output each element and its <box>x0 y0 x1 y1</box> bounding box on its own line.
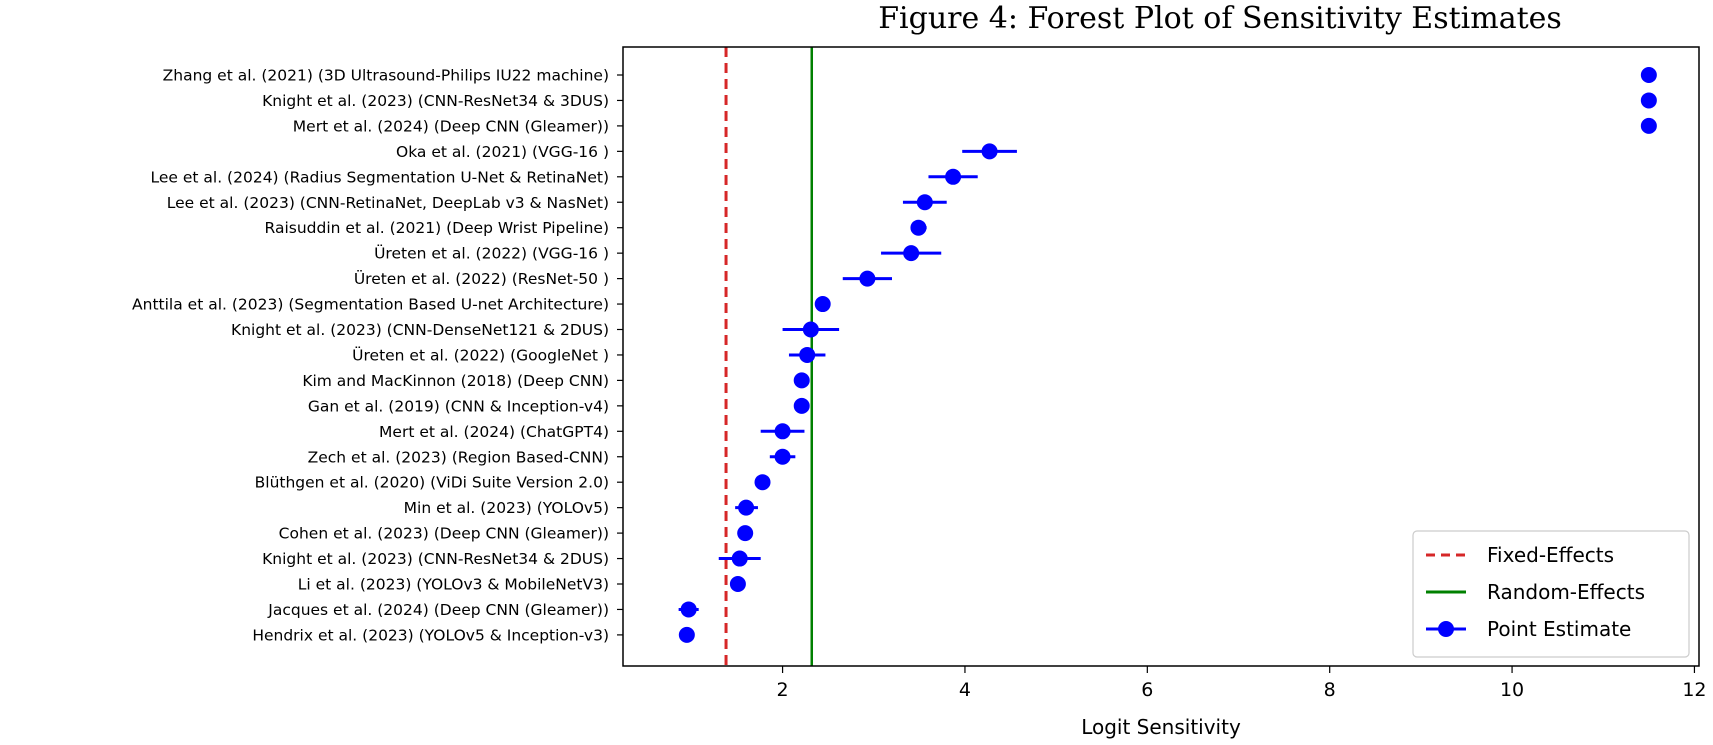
study-label: Hendrix et al. (2023) (YOLOv5 & Inceptio… <box>252 626 609 644</box>
plot-frame <box>622 46 1700 667</box>
study-label: Lee et al. (2023) (CNN-RetinaNet, DeepLa… <box>167 194 609 212</box>
study-label: Li et al. (2023) (YOLOv3 & MobileNetV3) <box>298 576 609 594</box>
chart-title: Figure 4: Forest Plot of Sensitivity Est… <box>878 1 1562 36</box>
point-estimate-marker <box>945 168 962 185</box>
point-estimate-marker <box>799 346 816 363</box>
point-estimate-marker <box>814 296 831 313</box>
study-label: Blüthgen et al. (2020) (ViDi Suite Versi… <box>255 474 609 492</box>
x-tick-label: 6 <box>1141 679 1153 701</box>
point-estimate-marker <box>981 143 998 160</box>
study-label: Cohen et al. (2023) (Deep CNN (Gleamer)) <box>279 525 609 543</box>
study-labels: Zhang et al. (2021) (3D Ultrasound-Phili… <box>132 67 623 644</box>
legend: Fixed-Effects Random-Effects Point Estim… <box>1412 530 1690 658</box>
legend-point-estimate-marker <box>1438 621 1454 637</box>
study-label: Knight et al. (2023) (CNN-DenseNet121 & … <box>231 321 609 339</box>
point-estimate-marker <box>793 397 810 414</box>
study-label: Anttila et al. (2023) (Segmentation Base… <box>132 296 609 314</box>
study-label: Oka et al. (2021) (VGG-16 ) <box>396 143 609 161</box>
study-label: Üreten et al. (2022) (GoogleNet ) <box>352 345 609 364</box>
point-estimate-marker <box>903 245 920 262</box>
study-label: Knight et al. (2023) (CNN-ResNet34 & 2DU… <box>262 550 609 568</box>
point-estimate-marker <box>774 448 791 465</box>
point-estimate-marker <box>738 499 755 516</box>
point-estimate-marker <box>680 601 697 618</box>
x-tick-label: 10 <box>1500 679 1524 701</box>
x-tick-label: 12 <box>1682 679 1706 701</box>
point-estimate-marker <box>793 372 810 389</box>
study-label: Mert et al. (2024) (ChatGPT4) <box>379 423 609 441</box>
point-estimate-marker <box>754 474 771 491</box>
x-tick-label: 8 <box>1324 679 1336 701</box>
x-axis-label: Logit Sensitivity <box>1081 715 1241 739</box>
point-estimate-marker <box>910 219 927 236</box>
legend-random-effects-label: Random-Effects <box>1487 580 1645 604</box>
x-tick-label: 4 <box>959 679 971 701</box>
point-estimate-marker <box>737 525 754 542</box>
point-estimate-marker <box>729 576 746 592</box>
point-estimate-marker <box>1640 67 1657 83</box>
point-estimate-marker <box>859 270 876 287</box>
legend-fixed-effects-label: Fixed-Effects <box>1487 543 1614 567</box>
legend-box <box>1412 530 1690 658</box>
study-label: Knight et al. (2023) (CNN-ResNet34 & 3DU… <box>262 92 609 110</box>
reference-lines <box>724 47 814 666</box>
study-label: Üreten et al. (2022) (VGG-16 ) <box>374 244 609 263</box>
study-label: Min et al. (2023) (YOLOv5) <box>404 499 609 517</box>
study-label: Gan et al. (2019) (CNN & Inception-v4) <box>308 397 609 415</box>
study-label: Jacques et al. (2024) (Deep CNN (Gleamer… <box>267 601 609 619</box>
x-axis-ticks: 2 4 6 8 10 12 <box>777 666 1707 701</box>
study-label: Zhang et al. (2021) (3D Ultrasound-Phili… <box>163 67 609 85</box>
study-estimates <box>678 67 1657 643</box>
study-label: Üreten et al. (2022) (ResNet-50 ) <box>354 269 609 288</box>
point-estimate-marker <box>774 423 791 440</box>
point-estimate-marker <box>1640 92 1657 109</box>
study-label: Zech et al. (2023) (Region Based-CNN) <box>308 448 609 466</box>
point-estimate-marker <box>1640 117 1657 134</box>
point-estimate-marker <box>802 321 819 338</box>
point-estimate-marker <box>678 626 695 643</box>
x-tick-label: 2 <box>777 679 789 701</box>
point-estimate-marker <box>731 550 748 567</box>
study-label: Lee et al. (2024) (Radius Segmentation U… <box>151 168 610 186</box>
study-label: Kim and MacKinnon (2018) (Deep CNN) <box>302 372 609 390</box>
point-estimate-marker <box>916 194 933 211</box>
study-label: Raisuddin et al. (2021) (Deep Wrist Pipe… <box>265 219 609 237</box>
study-label: Mert et al. (2024) (Deep CNN (Gleamer)) <box>293 117 609 135</box>
legend-point-estimate-label: Point Estimate <box>1487 617 1631 641</box>
